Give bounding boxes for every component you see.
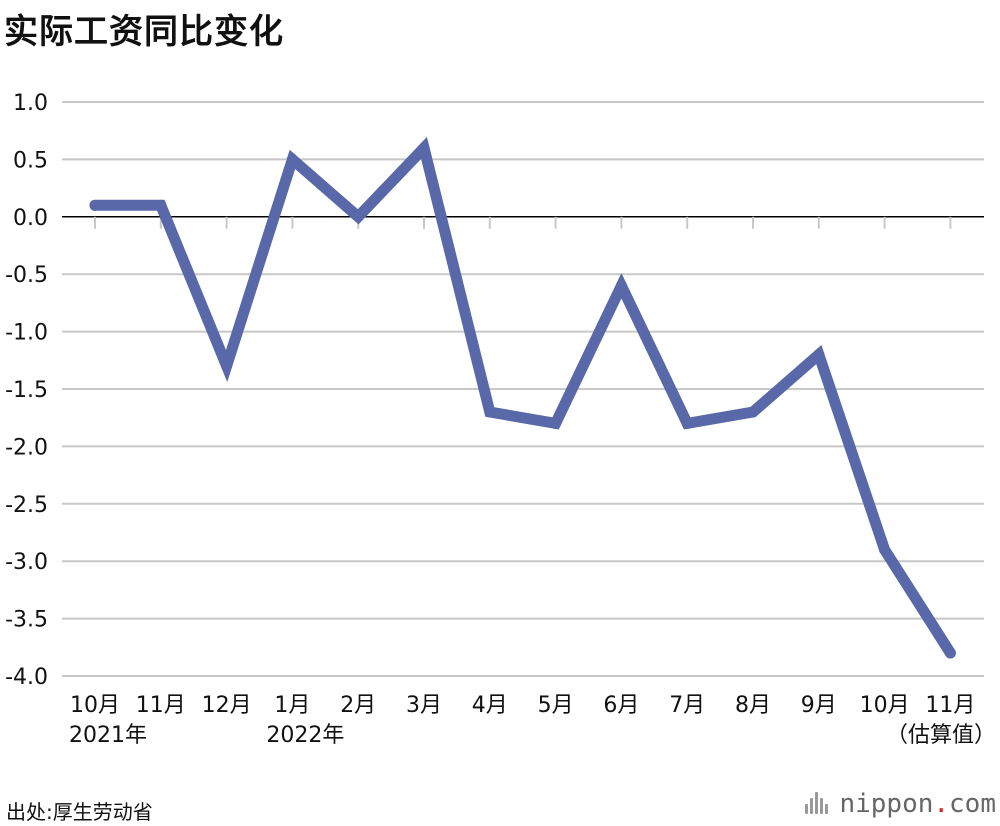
y-tick-label: -0.5 bbox=[5, 263, 48, 288]
series-layer bbox=[89, 136, 956, 659]
data-point bbox=[155, 199, 167, 211]
data-point bbox=[484, 406, 496, 418]
brand-suffix: com bbox=[949, 789, 996, 819]
series-line bbox=[89, 136, 956, 659]
y-tick-label: 0.5 bbox=[13, 148, 48, 173]
data-point bbox=[681, 417, 693, 429]
y-tick-label: -2.0 bbox=[5, 435, 48, 460]
brand-dot: . bbox=[933, 789, 950, 819]
y-tick-label: -3.0 bbox=[5, 550, 48, 575]
y-tick-label: 1.0 bbox=[13, 91, 48, 116]
x-tick-label: 3月 bbox=[406, 693, 442, 718]
source-note: 出处:厚生劳动省 bbox=[6, 800, 153, 824]
sound-bars-icon bbox=[805, 792, 831, 816]
data-point bbox=[813, 349, 825, 361]
x-tick-label: 12月 bbox=[202, 693, 252, 718]
data-point bbox=[221, 360, 233, 372]
x-tick-label: 8月 bbox=[735, 693, 771, 718]
x-tick-label: 9月 bbox=[801, 693, 837, 718]
data-point bbox=[747, 406, 759, 418]
data-point bbox=[944, 647, 956, 659]
x-tick-label: 4月 bbox=[472, 693, 508, 718]
data-point bbox=[352, 211, 364, 223]
x-tick-label: 1月 bbox=[274, 693, 310, 718]
grid-layer bbox=[62, 101, 984, 677]
x-tick-label: 5月 bbox=[538, 693, 574, 718]
x-tick-label: 11月 bbox=[925, 693, 975, 718]
x-tick-label: 10月 bbox=[860, 693, 910, 718]
x-axis-ticks: 10月 2021年 11月 12月 1月 2022年 2月 3月 4月 5月 6月 7月 8月 9月 10月… bbox=[69, 693, 996, 748]
x-sub-label: （估算值） bbox=[886, 723, 996, 748]
data-point bbox=[418, 142, 430, 154]
x-tick-label: 6月 bbox=[603, 693, 639, 718]
y-tick-label: 0.0 bbox=[13, 206, 48, 231]
data-point bbox=[879, 544, 891, 556]
x-tick-label: 7月 bbox=[669, 693, 705, 718]
brand-logo: nippon. com bbox=[805, 786, 996, 822]
y-tick-label: -1.5 bbox=[5, 378, 48, 403]
x-tick-label: 11月 bbox=[136, 693, 186, 718]
line-chart: 1.0 0.5 0.0 -0.5 -1.0 -1.5 -2.0 -2.5 -3.0 -3.5 -4.… bbox=[5, 91, 996, 748]
chart-title: 实际工资同比变化 bbox=[4, 12, 284, 52]
data-point bbox=[615, 280, 627, 292]
data-point bbox=[550, 417, 562, 429]
y-tick-label: -3.5 bbox=[5, 608, 48, 633]
data-point bbox=[286, 153, 298, 165]
y-tick-label: -4.0 bbox=[5, 665, 48, 690]
x-sub-label: 2021年 bbox=[69, 723, 147, 748]
y-tick-label: -1.0 bbox=[5, 321, 48, 346]
y-tick-label: -2.5 bbox=[5, 493, 48, 518]
x-sub-label: 2022年 bbox=[266, 723, 344, 748]
x-tick-label: 10月 bbox=[70, 693, 120, 718]
brand-name: nippon bbox=[839, 789, 934, 819]
y-axis-ticks: 1.0 0.5 0.0 -0.5 -1.0 -1.5 -2.0 -2.5 -3.0 -3.5 -4.… bbox=[5, 91, 48, 690]
x-tick-label: 2月 bbox=[340, 693, 376, 718]
data-point bbox=[89, 199, 101, 211]
